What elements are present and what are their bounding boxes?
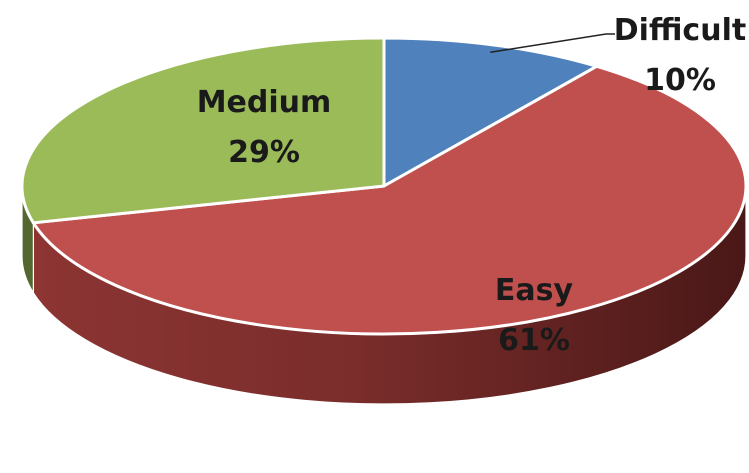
slice-difficult: [382, 36, 599, 188]
slice-medium: [20, 36, 386, 225]
slice-label-medium-percent: 29%: [228, 135, 300, 170]
slice-label-medium-name: Medium: [197, 85, 332, 120]
pie-top-faces: [20, 36, 748, 336]
slice-label-difficult-name: Difficult: [614, 13, 746, 48]
leader-lines: [490, 33, 615, 54]
leader-line-difficult: [490, 33, 615, 54]
slice-easy: [31, 64, 748, 336]
slice-label-easy-name: Easy: [495, 273, 574, 308]
slice-label-easy-percent: 61%: [498, 323, 570, 358]
slice-label-difficult-percent: 10%: [644, 63, 716, 98]
